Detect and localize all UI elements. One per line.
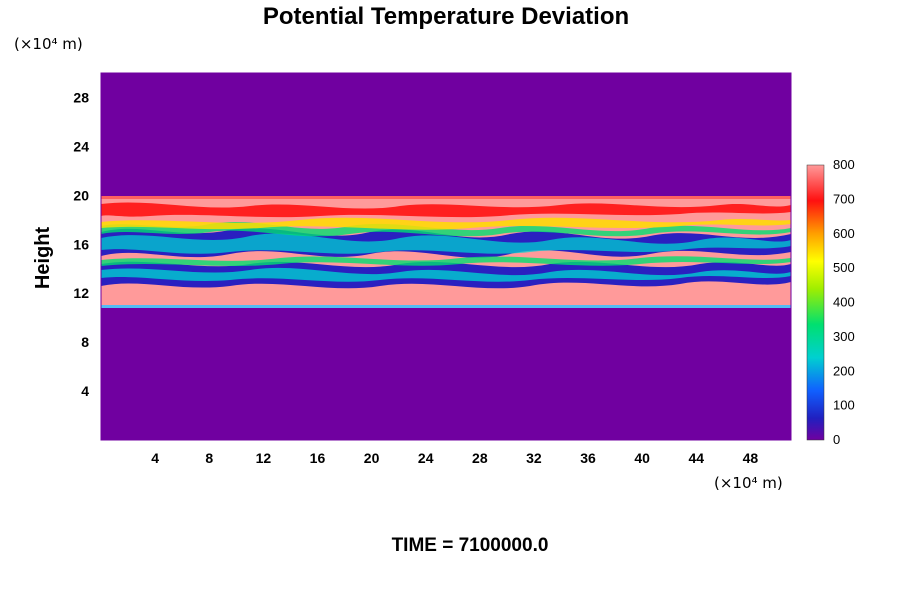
x-tick-label: 16 — [310, 450, 326, 466]
heatmap-layer-cyan-upper — [101, 233, 791, 254]
y-axis-ticks: 4 8 12 16 20 24 28 — [73, 89, 89, 399]
x-tick-label: 32 — [526, 450, 542, 466]
x-tick-label: 44 — [689, 450, 705, 466]
heatmap-streak-red — [101, 202, 791, 218]
y-axis-unit: (×10⁴ m) — [14, 35, 83, 53]
x-axis-ticks: 4 8 12 16 20 24 28 32 36 40 44 48 — [151, 450, 758, 466]
x-axis-unit: (×10⁴ m) — [714, 474, 783, 492]
y-tick-label: 12 — [73, 285, 89, 301]
colorbar-tick-label: 600 — [833, 226, 855, 241]
y-tick-label: 4 — [81, 383, 89, 399]
x-tick-label: 20 — [364, 450, 380, 466]
x-tick-label: 40 — [634, 450, 650, 466]
y-tick-label: 20 — [73, 187, 89, 203]
x-tick-label: 12 — [256, 450, 272, 466]
heatmap-layer-green-lower — [101, 256, 791, 266]
y-tick-label: 8 — [81, 334, 89, 350]
colorbar-ticks: 0 100 200 300 400 500 600 700 800 — [833, 157, 855, 447]
y-tick-label: 24 — [73, 138, 89, 154]
x-tick-label: 4 — [151, 450, 159, 466]
colorbar-tick-label: 200 — [833, 363, 855, 378]
y-axis-label: Height — [32, 227, 54, 290]
heatmap-streak-yellow — [101, 217, 791, 230]
colorbar-tick-label: 500 — [833, 260, 855, 275]
heatmap-top-boundary — [101, 196, 791, 199]
x-tick-label: 28 — [472, 450, 488, 466]
heatmap-layer-cyan-lower — [101, 267, 791, 282]
x-tick-label: 48 — [743, 450, 759, 466]
y-tick-label: 16 — [73, 236, 89, 252]
y-tick-label: 28 — [73, 89, 89, 105]
x-tick-label: 24 — [418, 450, 434, 466]
heatmap-bottom-boundary — [101, 305, 791, 308]
heatmap-area — [101, 73, 791, 440]
chart-title: Potential Temperature Deviation — [263, 3, 629, 30]
colorbar — [806, 164, 825, 441]
plot-frame — [100, 72, 792, 441]
colorbar-tick-label: 300 — [833, 329, 855, 344]
x-tick-label: 8 — [205, 450, 213, 466]
colorbar-tick-label: 700 — [833, 191, 855, 206]
colorbar-tick-label: 100 — [833, 398, 855, 413]
x-tick-label: 36 — [580, 450, 596, 466]
time-label: TIME = 7100000.0 — [392, 535, 549, 556]
colorbar-tick-label: 0 — [833, 432, 840, 447]
colorbar-tick-label: 400 — [833, 295, 855, 310]
colorbar-tick-label: 800 — [833, 157, 855, 172]
